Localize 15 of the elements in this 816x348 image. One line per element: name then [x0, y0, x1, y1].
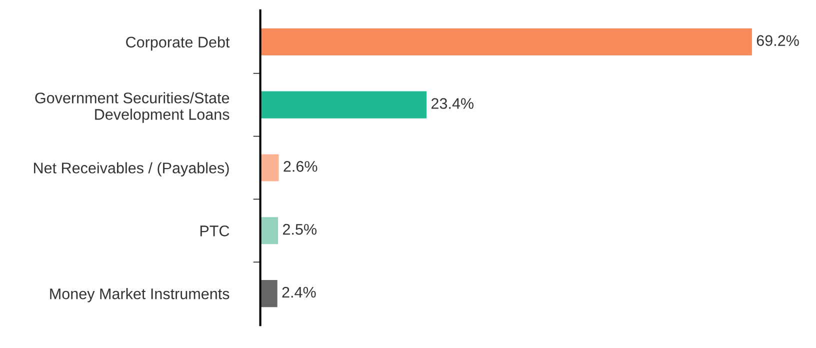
y-tick-label: Net Receivables / (Payables) — [34, 162, 229, 176]
bar — [260, 91, 427, 118]
bar — [260, 154, 279, 182]
data-label: 2.4% — [282, 286, 316, 298]
y-tick-label: Government Securities/State Development Loans — [35, 92, 230, 123]
bar — [260, 217, 278, 244]
data-label: 2.6% — [284, 161, 318, 172]
data-label: 69.2% — [756, 35, 799, 46]
bar — [260, 28, 752, 56]
bar — [260, 280, 278, 308]
data-label: 23.4% — [431, 98, 474, 109]
data-label: 2.5% — [283, 224, 317, 235]
y-tick-label: Money Market Instruments — [50, 288, 230, 302]
y-tick-label: Corporate Debt — [126, 36, 230, 51]
y-tick-label: PTC — [200, 226, 230, 236]
